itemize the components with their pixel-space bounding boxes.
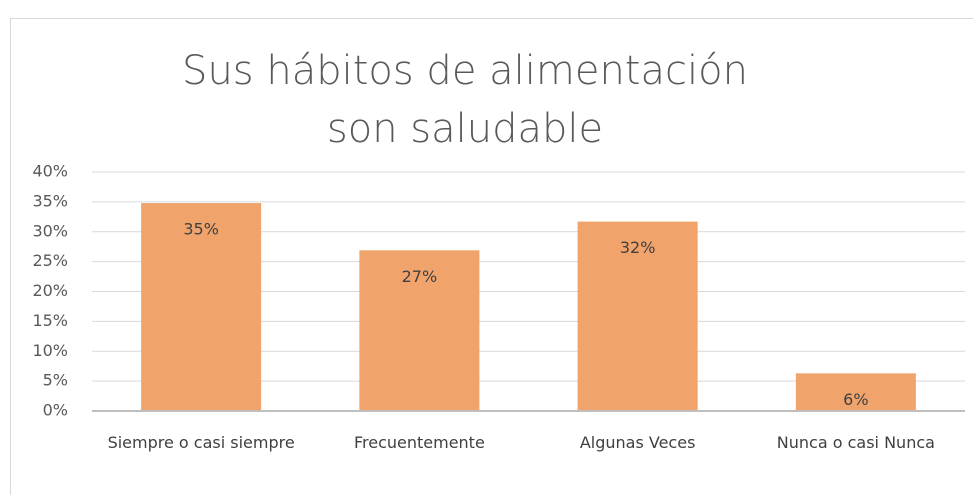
data-label: 6% xyxy=(843,390,868,409)
y-tick-label: 5% xyxy=(43,371,68,390)
bar xyxy=(141,203,262,411)
chart-title: Sus hábitos de alimentación son saludabl… xyxy=(182,48,748,152)
y-tick-label: 15% xyxy=(32,311,68,330)
chart-frame xyxy=(10,18,973,495)
y-tick-label: 10% xyxy=(32,341,68,360)
data-label: 27% xyxy=(402,267,438,286)
y-tick-label: 20% xyxy=(32,281,68,300)
x-tick-label: Frecuentemente xyxy=(353,433,485,452)
x-tick-label: Siempre o casi siempre xyxy=(107,433,295,452)
y-tick-label: 25% xyxy=(32,251,68,270)
y-tick-label: 40% xyxy=(32,162,68,181)
x-tick-label: Algunas Veces xyxy=(579,433,696,452)
y-tick-label: 35% xyxy=(32,191,68,210)
bar xyxy=(795,373,916,411)
y-tick-label: 0% xyxy=(43,401,68,420)
data-label: 32% xyxy=(620,238,656,257)
x-tick-label: Nunca o casi Nunca xyxy=(776,433,935,452)
bar xyxy=(577,221,698,411)
y-tick-label: 30% xyxy=(32,221,68,240)
data-label: 35% xyxy=(183,220,219,239)
bar xyxy=(359,250,480,411)
